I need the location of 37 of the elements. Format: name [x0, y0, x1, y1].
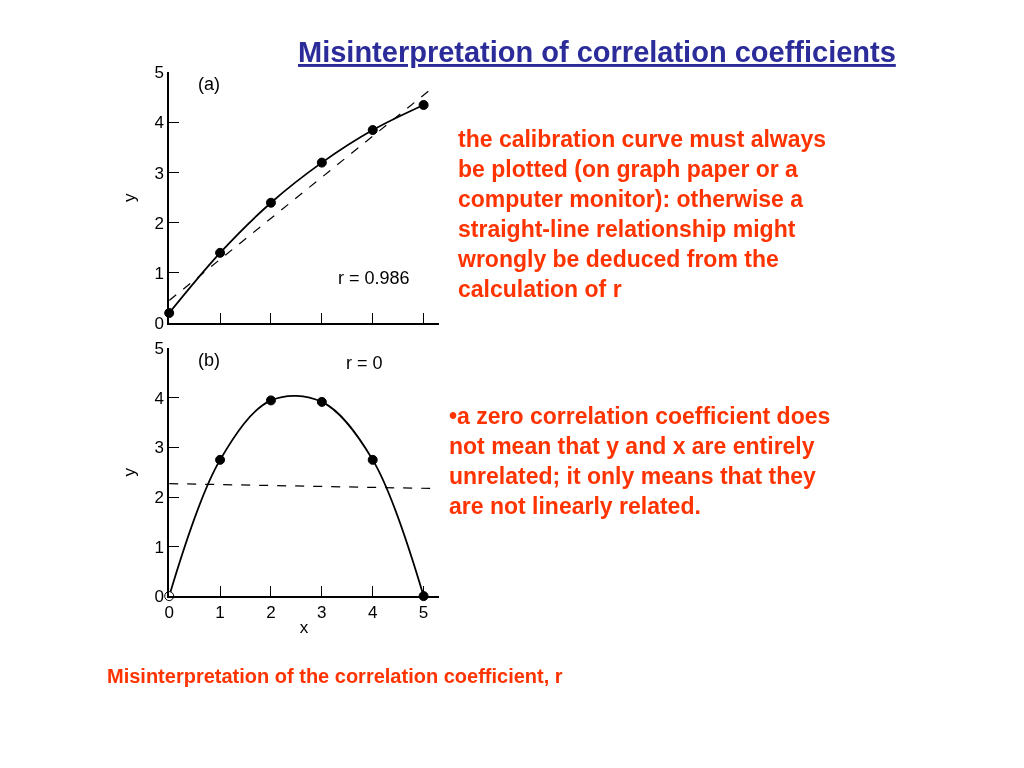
annotation: r = 0: [346, 353, 383, 373]
point: [265, 197, 276, 208]
point: [418, 99, 429, 110]
y-tick-label: 1: [154, 263, 165, 283]
text: •a zero correlation coefficient does not mean that y and x are entirely unrelated; it only means that they are not linearly related.: [449, 403, 831, 519]
point: [316, 157, 327, 168]
point: [215, 454, 226, 465]
y-tick-label: 3: [154, 438, 165, 458]
annotation: r = 0.986: [338, 268, 410, 288]
annotation: (b): [198, 350, 220, 370]
point: [316, 396, 327, 407]
y-tick-label: 1: [154, 537, 165, 557]
y-tick-label: 0: [154, 587, 165, 607]
y-tick-label: 3: [154, 163, 165, 183]
y-axis-title: y: [119, 192, 139, 202]
annotation: (a): [198, 74, 220, 94]
x-axis-title: x: [299, 618, 309, 638]
y-tick-label: 5: [154, 63, 165, 83]
y-tick-label: 5: [154, 339, 165, 359]
point: [367, 454, 378, 465]
y-tick-label: 2: [154, 213, 165, 233]
x-tick-label: 3: [317, 603, 327, 623]
point: [215, 247, 226, 258]
text: Misinterpretation of the correlation coefficient, r: [107, 665, 563, 687]
text: Misinterpretation of correlation coefficients: [298, 36, 896, 68]
x-tick-label: 4: [367, 603, 378, 623]
text: the calibration curve must always be plotted (on graph paper or a computer monitor): otherwise a straight-line relationship might wrongly be deduced from the calculation of r: [457, 126, 827, 302]
x-tick-label: 2: [266, 603, 276, 623]
x-tick-label: 5: [418, 603, 429, 623]
point: [367, 125, 378, 136]
y-tick-label: 4: [154, 113, 165, 133]
y-tick-label: 2: [154, 487, 165, 507]
y-axis-title: y: [119, 467, 139, 477]
y-tick-label: 4: [154, 388, 165, 408]
y-tick-label: 0: [154, 313, 165, 333]
point: [265, 395, 276, 406]
x-tick-label: 1: [215, 603, 225, 623]
